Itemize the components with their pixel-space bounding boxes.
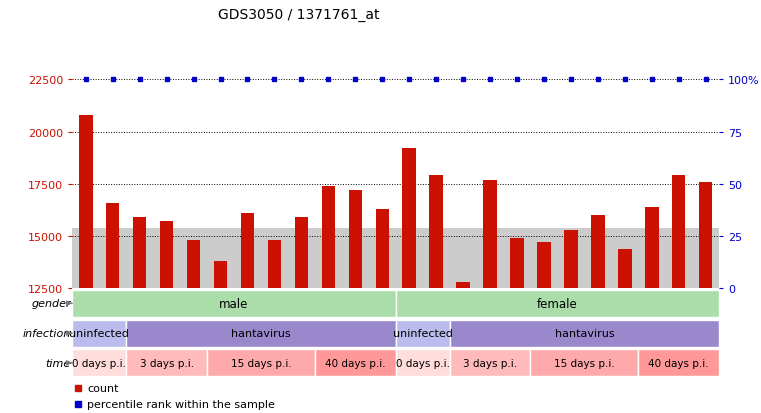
Text: 0 days p.i.: 0 days p.i.: [72, 358, 126, 368]
Bar: [72, 350, 126, 376]
Text: female: female: [537, 297, 578, 310]
Text: 0 days p.i.: 0 days p.i.: [396, 358, 450, 368]
Bar: [396, 290, 719, 317]
Bar: [240, 214, 254, 289]
Text: hantavirus: hantavirus: [555, 328, 614, 338]
Bar: [591, 216, 604, 289]
Bar: [530, 350, 638, 376]
Bar: [618, 249, 632, 289]
Text: GDS3050 / 1371761_at: GDS3050 / 1371761_at: [218, 8, 380, 22]
Bar: [126, 350, 207, 376]
Bar: [214, 261, 228, 289]
Bar: [207, 350, 315, 376]
Bar: [72, 229, 719, 289]
Bar: [396, 320, 450, 347]
Text: 15 days p.i.: 15 days p.i.: [231, 358, 291, 368]
Bar: [638, 350, 719, 376]
Bar: [106, 203, 119, 289]
Bar: [72, 290, 396, 317]
Text: hantavirus: hantavirus: [231, 328, 291, 338]
Bar: [564, 230, 578, 289]
Bar: [315, 350, 396, 376]
Bar: [645, 207, 658, 289]
Text: 40 days p.i.: 40 days p.i.: [648, 358, 709, 368]
Bar: [403, 149, 416, 289]
Bar: [429, 176, 443, 289]
Bar: [672, 176, 686, 289]
Text: percentile rank within the sample: percentile rank within the sample: [87, 399, 275, 409]
Bar: [511, 239, 524, 289]
Bar: [79, 116, 93, 289]
Bar: [375, 209, 389, 289]
Bar: [396, 350, 450, 376]
Bar: [349, 191, 362, 289]
Bar: [457, 282, 470, 289]
Text: male: male: [219, 297, 249, 310]
Bar: [72, 320, 126, 347]
Text: 40 days p.i.: 40 days p.i.: [325, 358, 386, 368]
Bar: [187, 241, 200, 289]
Bar: [537, 243, 551, 289]
Text: 3 days p.i.: 3 days p.i.: [463, 358, 517, 368]
Text: time: time: [46, 358, 71, 368]
Bar: [160, 222, 174, 289]
Bar: [133, 218, 146, 289]
Bar: [295, 218, 308, 289]
Text: 15 days p.i.: 15 days p.i.: [554, 358, 615, 368]
Bar: [322, 187, 335, 289]
Bar: [268, 241, 281, 289]
Bar: [699, 182, 712, 289]
Bar: [126, 320, 396, 347]
Text: count: count: [87, 383, 119, 393]
Bar: [450, 320, 719, 347]
Text: infection: infection: [23, 328, 71, 338]
Bar: [483, 180, 497, 289]
Bar: [450, 350, 530, 376]
Text: gender: gender: [31, 299, 71, 309]
Text: uninfected: uninfected: [393, 328, 453, 338]
Text: 3 days p.i.: 3 days p.i.: [139, 358, 194, 368]
Text: uninfected: uninfected: [69, 328, 129, 338]
